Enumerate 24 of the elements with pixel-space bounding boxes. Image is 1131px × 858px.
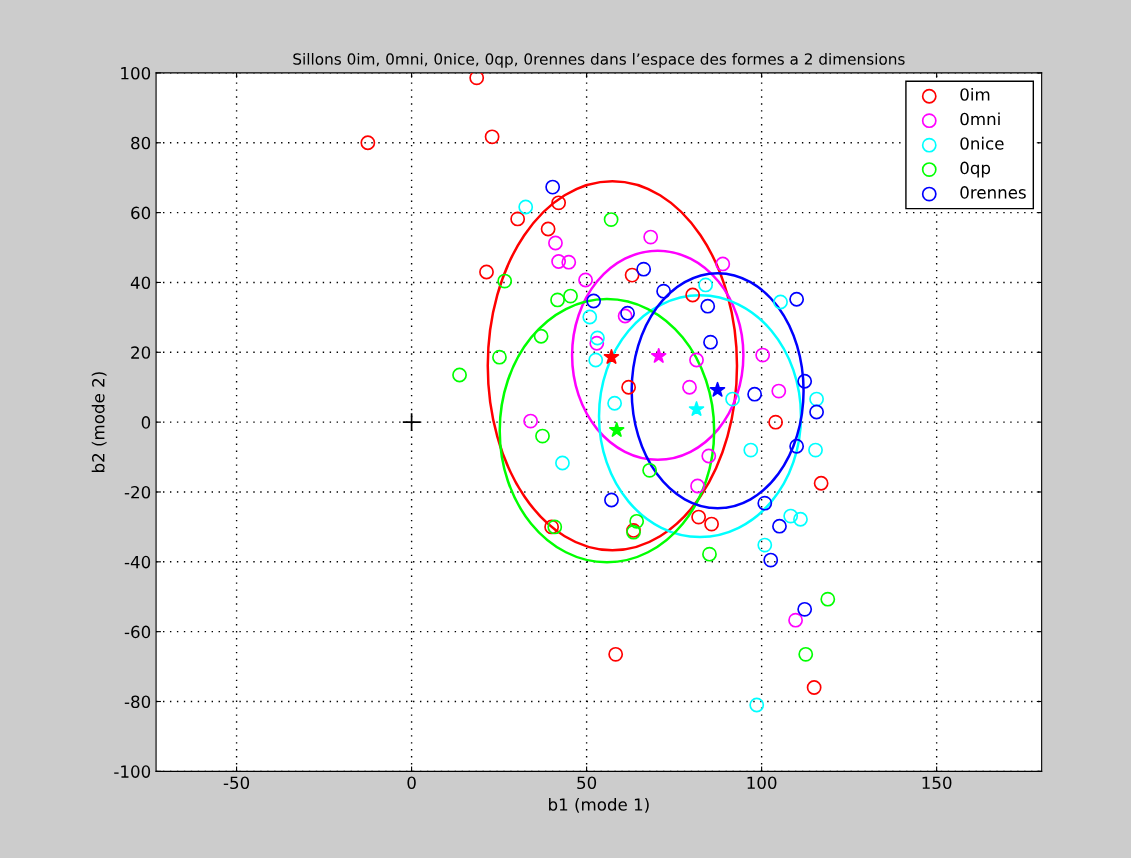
- x-tick-label: 100: [747, 776, 777, 790]
- y-tick-label: -80: [124, 695, 151, 709]
- y-tick-label: 40: [130, 276, 151, 290]
- y-tick-label: 100: [121, 66, 151, 80]
- y-tick-label: -60: [124, 625, 151, 639]
- chart-title: Sillons 0im, 0mni, 0nice, 0qp, 0rennes dans l’espace des formes a 2 dimensions: [293, 52, 905, 68]
- legend-label: 0nice: [960, 136, 1004, 150]
- y-tick-label: 0: [141, 416, 151, 429]
- y-tick-label: 20: [131, 346, 151, 359]
- y-axis-title: b2 (mode 2): [91, 372, 107, 472]
- x-tick-label: 50: [577, 776, 597, 790]
- legend-label: 0mni: [960, 112, 1000, 126]
- y-tick-label: -100: [114, 765, 151, 778]
- y-tick-label: 80: [131, 136, 151, 150]
- x-tick-label: 150: [922, 776, 952, 790]
- legend-label: 0im: [960, 87, 990, 101]
- y-tick-label: 60: [131, 206, 151, 220]
- legend-label: 0qp: [960, 161, 991, 178]
- legend-label: 0rennes: [960, 186, 1026, 199]
- y-tick-label: -20: [124, 485, 151, 499]
- x-tick-label: 0: [407, 776, 416, 790]
- x-tick-label: -50: [223, 776, 250, 790]
- x-axis-title: b1 (mode 1): [549, 797, 649, 813]
- y-tick-label: -40: [124, 555, 151, 569]
